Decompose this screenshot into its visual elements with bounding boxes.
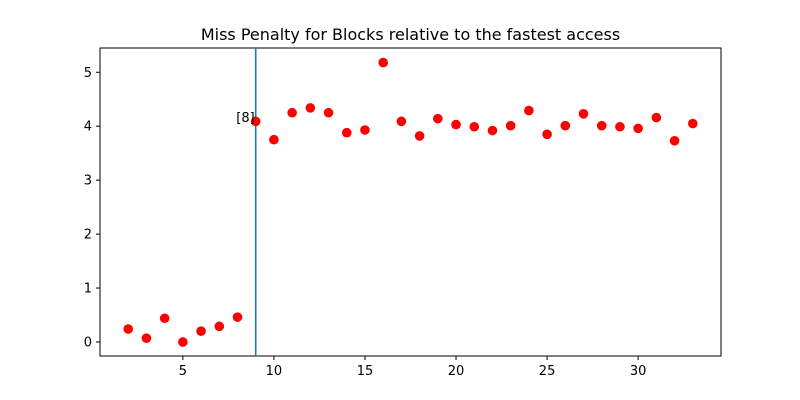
y-tick-label: 0 (84, 335, 92, 350)
data-point (451, 119, 461, 130)
x-tick-label: 30 (630, 364, 647, 379)
data-point (341, 127, 352, 138)
y-tick-label: 3 (84, 174, 92, 189)
data-point (633, 123, 643, 134)
data-point (250, 116, 261, 127)
data-point (378, 57, 388, 68)
data-point (360, 125, 370, 135)
data-point (687, 118, 698, 129)
data-point (287, 107, 297, 118)
scatter-points (123, 57, 698, 347)
data-point (651, 112, 662, 123)
x-tick-label: 5 (179, 364, 187, 379)
y-tick-label: 4 (84, 120, 92, 135)
data-point (414, 131, 425, 141)
chart-title: Miss Penalty for Blocks relative to the … (201, 25, 620, 44)
y-tick-label: 2 (84, 228, 92, 243)
x-tick-label: 25 (539, 364, 556, 379)
x-tick-label: 15 (357, 364, 374, 379)
data-point (123, 324, 134, 334)
x-tick-label: 20 (448, 364, 465, 379)
data-point (433, 113, 443, 124)
x-tick-label: 10 (266, 364, 283, 379)
data-point (159, 313, 170, 324)
x-axis: 5 10 15 20 25 30 (179, 356, 647, 379)
data-point (487, 125, 498, 136)
data-point (214, 321, 225, 332)
data-point (524, 105, 534, 116)
data-point (396, 116, 407, 127)
data-point (578, 109, 589, 119)
y-axis: 0 1 2 3 4 5 (84, 66, 100, 350)
point-annotation: [8] (236, 111, 254, 126)
data-point (469, 121, 480, 132)
data-point (542, 129, 552, 140)
data-point (596, 120, 607, 131)
data-point (141, 333, 152, 343)
data-point (269, 134, 279, 145)
data-point (305, 103, 316, 113)
data-point (232, 312, 243, 322)
plot-area-frame (99, 47, 722, 357)
data-point (669, 135, 680, 146)
data-point (505, 120, 516, 131)
y-tick-label: 1 (84, 282, 92, 297)
data-point (615, 121, 625, 132)
data-point (178, 337, 188, 347)
data-point (323, 107, 334, 118)
data-point (560, 120, 571, 131)
y-tick-label: 5 (84, 66, 92, 81)
data-point (196, 326, 206, 336)
